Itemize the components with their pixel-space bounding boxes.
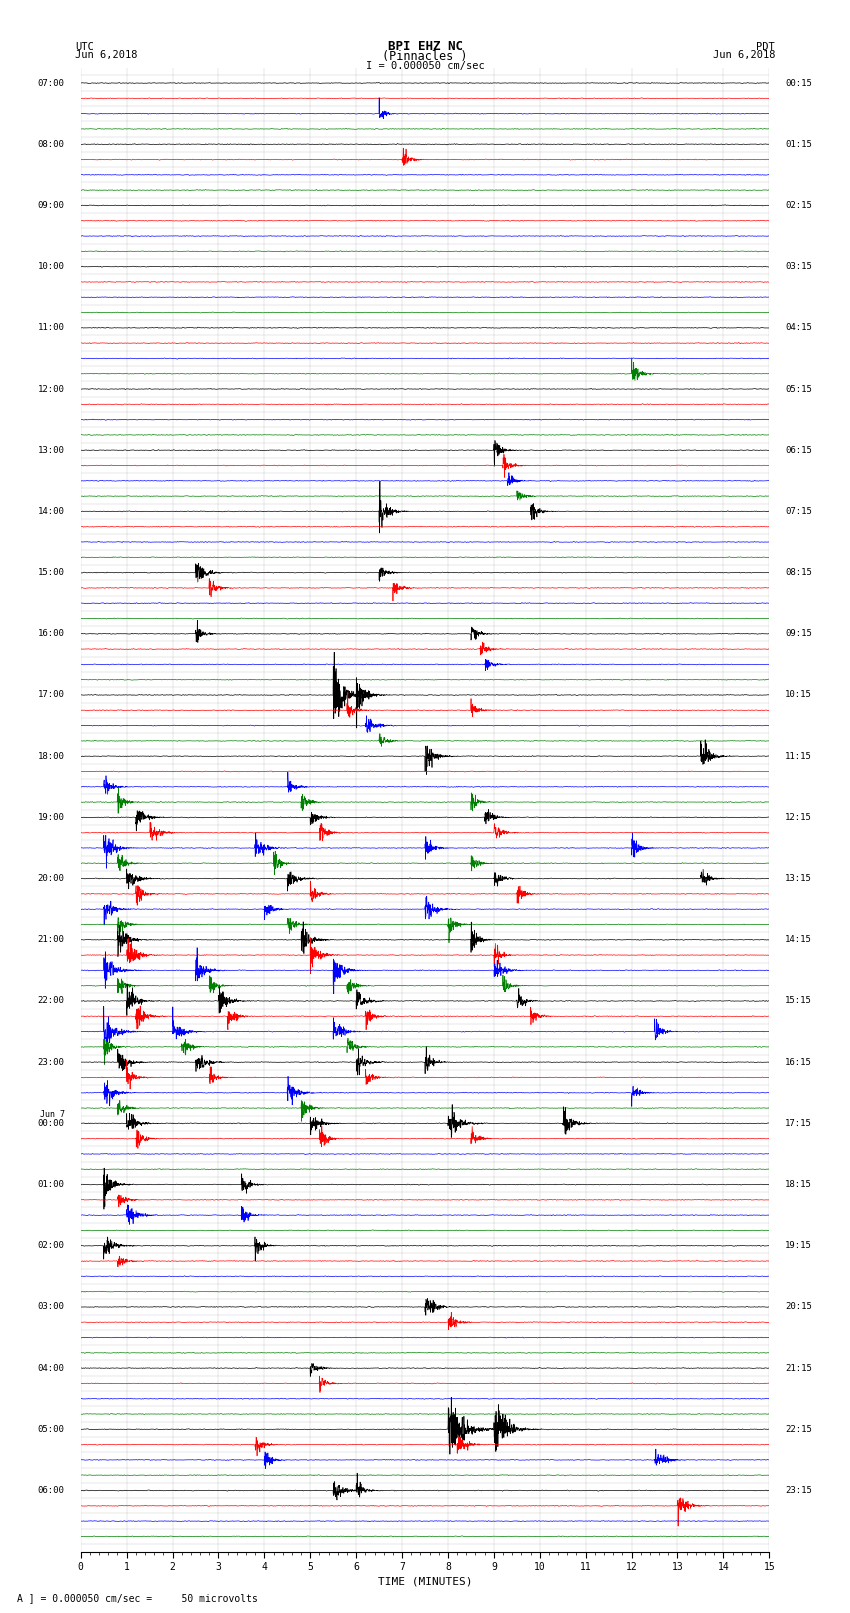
Text: 21:15: 21:15: [785, 1363, 813, 1373]
Text: 13:00: 13:00: [37, 445, 65, 455]
Text: 16:15: 16:15: [785, 1058, 813, 1066]
Text: 08:15: 08:15: [785, 568, 813, 577]
Text: 12:15: 12:15: [785, 813, 813, 823]
Text: 23:00: 23:00: [37, 1058, 65, 1066]
Text: 00:15: 00:15: [785, 79, 813, 87]
Text: 15:15: 15:15: [785, 997, 813, 1005]
Text: 17:15: 17:15: [785, 1119, 813, 1127]
Text: Jun 6,2018: Jun 6,2018: [712, 50, 775, 60]
Text: PDT: PDT: [756, 42, 775, 52]
Text: 00:00: 00:00: [37, 1119, 65, 1127]
Text: 19:15: 19:15: [785, 1242, 813, 1250]
Text: 07:00: 07:00: [37, 79, 65, 87]
Text: (Pinnacles ): (Pinnacles ): [382, 50, 468, 63]
Text: 20:00: 20:00: [37, 874, 65, 882]
Text: 10:00: 10:00: [37, 263, 65, 271]
Text: 01:00: 01:00: [37, 1181, 65, 1189]
Text: 21:00: 21:00: [37, 936, 65, 944]
Text: 08:00: 08:00: [37, 140, 65, 148]
Text: 02:00: 02:00: [37, 1242, 65, 1250]
Text: 17:00: 17:00: [37, 690, 65, 700]
Text: 20:15: 20:15: [785, 1302, 813, 1311]
Text: 06:00: 06:00: [37, 1486, 65, 1495]
Text: Jun 6,2018: Jun 6,2018: [75, 50, 138, 60]
Text: 16:00: 16:00: [37, 629, 65, 639]
Text: 09:15: 09:15: [785, 629, 813, 639]
Text: Jun 7: Jun 7: [40, 1110, 65, 1119]
Text: 05:15: 05:15: [785, 384, 813, 394]
Text: 06:15: 06:15: [785, 445, 813, 455]
Text: 04:15: 04:15: [785, 323, 813, 332]
Text: 07:15: 07:15: [785, 506, 813, 516]
Text: 03:00: 03:00: [37, 1302, 65, 1311]
Text: UTC: UTC: [75, 42, 94, 52]
Text: A ] = 0.000050 cm/sec =     50 microvolts: A ] = 0.000050 cm/sec = 50 microvolts: [17, 1594, 258, 1603]
Text: 22:00: 22:00: [37, 997, 65, 1005]
Text: 22:15: 22:15: [785, 1424, 813, 1434]
Text: 03:15: 03:15: [785, 263, 813, 271]
Text: I = 0.000050 cm/sec: I = 0.000050 cm/sec: [366, 61, 484, 71]
Text: 18:00: 18:00: [37, 752, 65, 761]
Text: 14:00: 14:00: [37, 506, 65, 516]
Text: 11:15: 11:15: [785, 752, 813, 761]
Text: 11:00: 11:00: [37, 323, 65, 332]
Text: 10:15: 10:15: [785, 690, 813, 700]
Text: 18:15: 18:15: [785, 1181, 813, 1189]
Text: 05:00: 05:00: [37, 1424, 65, 1434]
Text: BPI EHZ NC: BPI EHZ NC: [388, 40, 462, 53]
Text: 02:15: 02:15: [785, 202, 813, 210]
Text: 13:15: 13:15: [785, 874, 813, 882]
X-axis label: TIME (MINUTES): TIME (MINUTES): [377, 1576, 473, 1586]
Text: 04:00: 04:00: [37, 1363, 65, 1373]
Text: 23:15: 23:15: [785, 1486, 813, 1495]
Text: 19:00: 19:00: [37, 813, 65, 823]
Text: 15:00: 15:00: [37, 568, 65, 577]
Text: 14:15: 14:15: [785, 936, 813, 944]
Text: 01:15: 01:15: [785, 140, 813, 148]
Text: 12:00: 12:00: [37, 384, 65, 394]
Text: 09:00: 09:00: [37, 202, 65, 210]
